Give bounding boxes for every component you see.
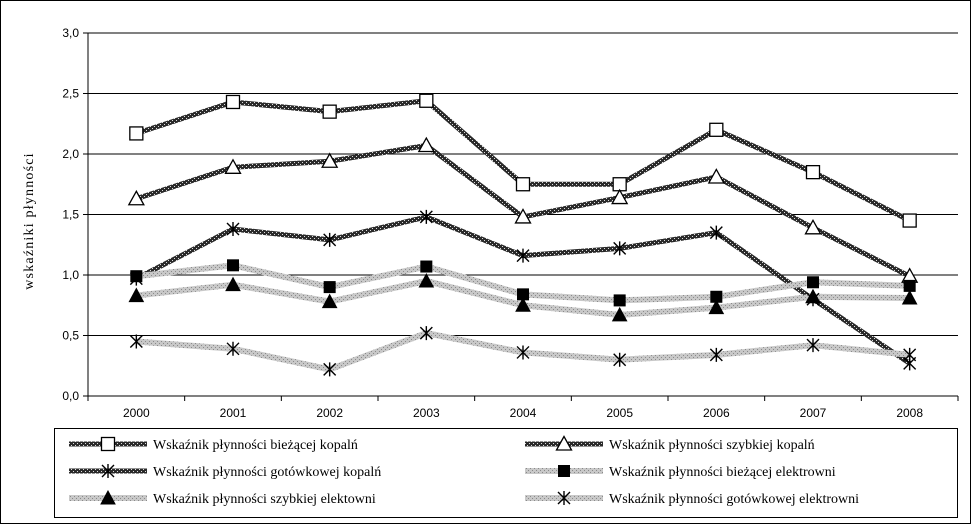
y-tick-label: 1,5 [62, 208, 79, 222]
data-point [903, 347, 917, 362]
data-point [613, 352, 627, 367]
data-point [225, 94, 241, 110]
data-point [128, 287, 145, 303]
data-point [903, 279, 916, 292]
x-tick-label: 2004 [510, 406, 537, 420]
data-point [516, 345, 530, 360]
x-tick-label: 2001 [220, 406, 247, 420]
legend-item: Wskaźnik płynności gotówkowej elektrowni [525, 491, 859, 507]
data-point [807, 276, 819, 289]
data-point [613, 241, 627, 256]
data-point [613, 294, 626, 307]
data-point [417, 136, 435, 153]
y-tick-label: 3,0 [62, 26, 79, 40]
series-markers [127, 93, 919, 377]
legend-item: Wskaźnik płynności bieżącej elektrowni [525, 465, 836, 480]
data-point [419, 93, 434, 108]
y-tick-label: 2,5 [62, 87, 79, 101]
legend-swatch-marker [558, 465, 570, 477]
legend-label: Wskaźnik płynności szybkiej elektowni [153, 492, 376, 507]
series-lines [135, 98, 912, 373]
legend-label: Wskaźnik płynności gotówkowej elektrowni [609, 492, 859, 507]
y-axis-label: wskaźniki płynności [22, 152, 37, 290]
series-line-1 [135, 98, 911, 223]
x-tick-label: 2008 [896, 406, 923, 420]
data-point [515, 297, 531, 312]
legend-label: Wskaźnik płynności szybkiej kopalń [609, 438, 815, 453]
data-point [419, 209, 433, 224]
data-point [127, 189, 145, 206]
data-point [806, 338, 820, 353]
data-point [902, 213, 917, 228]
data-point [709, 122, 724, 137]
y-tick-label: 2,0 [62, 147, 79, 161]
data-point [130, 270, 143, 283]
data-point [323, 232, 337, 247]
data-point [709, 225, 723, 240]
data-point [805, 288, 821, 304]
x-tick-label: 2000 [123, 406, 150, 420]
data-point [516, 248, 530, 263]
data-point [515, 177, 531, 192]
y-tick-label: 0,5 [62, 329, 79, 343]
x-tick-label: 2002 [316, 406, 343, 420]
data-point [321, 152, 339, 168]
legend-item: Wskaźnik płynności gotówkowej kopalń [69, 464, 381, 480]
data-point [225, 276, 241, 292]
legend-label: Wskaźnik płynności bieżącej elektrowni [609, 465, 836, 480]
data-point [129, 334, 143, 349]
data-point [611, 188, 629, 205]
legend-swatch-marker [100, 436, 116, 452]
legend-label: Wskaźnik płynności bieżącej kopalń [153, 438, 358, 453]
data-point [418, 272, 435, 288]
x-axis: 2000 2001 2002 2003 2004 2005 2006 2007 2008 [87, 395, 959, 420]
data-point [420, 260, 433, 273]
x-tick-label: 2003 [413, 406, 440, 420]
data-point [323, 362, 337, 377]
data-point [709, 347, 723, 362]
data-point [611, 306, 628, 322]
data-point [129, 126, 144, 141]
data-point [514, 208, 532, 224]
data-point [321, 293, 338, 309]
data-point [419, 326, 433, 341]
y-tick-label: 1,0 [62, 268, 79, 282]
y-tick-label: 0,0 [62, 389, 79, 403]
data-point [227, 259, 239, 272]
data-point [707, 168, 725, 184]
legend-item: Wskaźnik płynności szybkiej elektowni [69, 489, 376, 507]
legend-swatch-marker [557, 491, 571, 505]
data-point [804, 218, 822, 235]
data-point [805, 164, 821, 180]
data-point [226, 341, 240, 356]
data-point [901, 289, 918, 305]
legend-item: Wskaźnik płynności bieżącej kopalń [69, 436, 358, 453]
x-tick-label: 2007 [800, 406, 827, 420]
legend-item: Wskaźnik płynności szybkiej kopalń [525, 435, 815, 453]
legend-swatch-marker [100, 489, 116, 505]
legend-label: Wskaźnik płynności gotówkowej kopalń [153, 465, 381, 480]
data-point [224, 158, 242, 174]
data-point [708, 299, 725, 315]
x-tick-label: 2006 [703, 406, 730, 420]
data-point [322, 104, 337, 119]
data-point [226, 222, 240, 237]
y-axis: 0,0 0,5 1,0 1,5 2,0 2,5 3,0 [62, 26, 89, 403]
legend-swatch-marker [555, 435, 573, 451]
x-tick-label: 2005 [606, 406, 633, 420]
legend-entries: Wskaźnik płynności bieżącej kopalń Wskaźn… [69, 435, 859, 507]
legend: Wskaźnik płynności bieżącej kopalń Wskaźn… [54, 428, 958, 518]
legend-swatch-marker [101, 464, 115, 478]
data-point [323, 281, 336, 294]
